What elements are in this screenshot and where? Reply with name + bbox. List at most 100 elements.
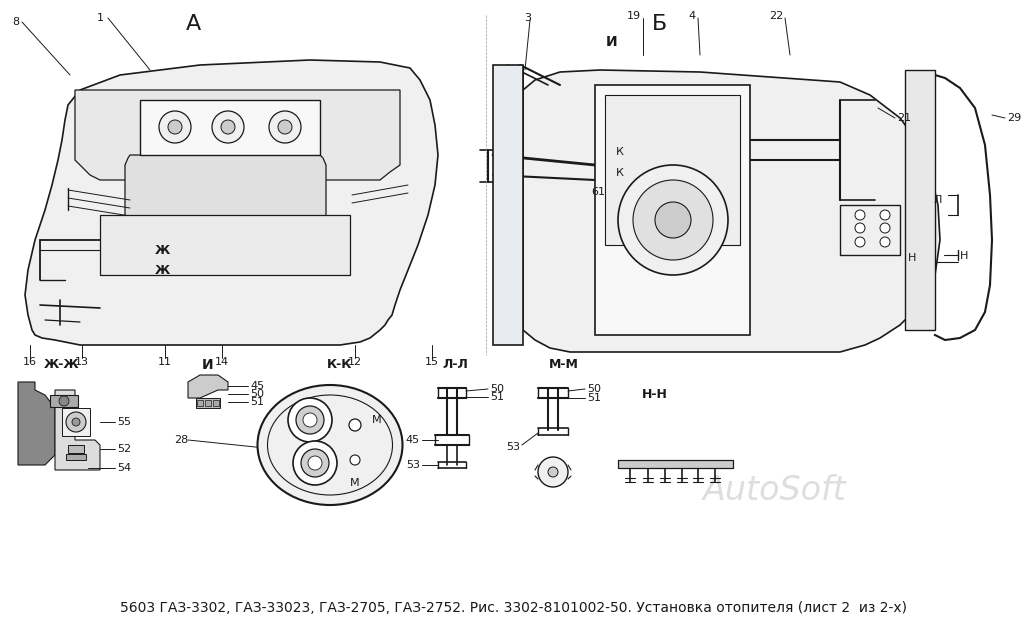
Text: 29: 29: [1007, 113, 1021, 123]
Circle shape: [308, 456, 322, 470]
Bar: [66, 454, 86, 460]
Circle shape: [618, 165, 728, 275]
Circle shape: [303, 413, 317, 427]
Circle shape: [269, 111, 301, 143]
Text: И: И: [607, 35, 618, 49]
Text: 45: 45: [406, 435, 420, 445]
Circle shape: [72, 418, 80, 426]
Bar: [205, 400, 211, 406]
Circle shape: [221, 120, 235, 134]
Circle shape: [348, 419, 361, 431]
Polygon shape: [19, 382, 56, 465]
Polygon shape: [25, 60, 438, 345]
Bar: [196, 398, 220, 408]
Bar: [595, 85, 750, 335]
Text: 45: 45: [250, 381, 264, 391]
Text: 21: 21: [897, 113, 911, 123]
Text: Л: Л: [933, 195, 942, 205]
Bar: [140, 100, 320, 155]
Bar: [840, 205, 900, 255]
Circle shape: [66, 412, 86, 432]
Text: А: А: [185, 14, 200, 34]
Text: 53: 53: [506, 442, 520, 452]
Text: 52: 52: [117, 444, 132, 454]
Text: 22: 22: [769, 11, 783, 21]
Circle shape: [855, 210, 865, 220]
Text: Н-Н: Н-Н: [642, 389, 668, 401]
Bar: [905, 70, 935, 330]
Text: 5603 ГАЗ-3302, ГАЗ-33023, ГАЗ-2705, ГАЗ-2752. Рис. 3302-8101002-50. Установка от: 5603 ГАЗ-3302, ГАЗ-33023, ГАЗ-2705, ГАЗ-…: [120, 601, 908, 615]
Text: 12: 12: [347, 357, 362, 367]
Circle shape: [548, 467, 558, 477]
Bar: [50, 395, 78, 407]
Text: 4: 4: [689, 11, 696, 21]
Circle shape: [633, 180, 713, 260]
Text: 50: 50: [490, 384, 504, 394]
Circle shape: [538, 457, 568, 487]
Circle shape: [212, 111, 244, 143]
Text: 53: 53: [406, 460, 420, 470]
Text: 61: 61: [591, 187, 605, 197]
Polygon shape: [188, 375, 228, 398]
Bar: [68, 445, 84, 453]
Text: Н: Н: [908, 253, 916, 263]
Circle shape: [159, 111, 191, 143]
Text: 11: 11: [158, 357, 172, 367]
Text: 14: 14: [215, 357, 229, 367]
Circle shape: [880, 210, 890, 220]
Text: М: М: [372, 415, 381, 425]
Text: 13: 13: [75, 357, 89, 367]
Text: М-М: М-М: [549, 359, 579, 371]
Text: 55: 55: [117, 417, 131, 427]
Circle shape: [350, 455, 360, 465]
Text: Ж-Ж: Ж-Ж: [44, 359, 80, 371]
Polygon shape: [56, 390, 100, 470]
Text: 50: 50: [250, 389, 264, 399]
Bar: [618, 460, 733, 468]
Text: 51: 51: [250, 397, 264, 407]
Circle shape: [59, 396, 69, 406]
Text: М: М: [351, 478, 360, 488]
Text: Ж: Ж: [154, 264, 170, 277]
Text: К: К: [616, 147, 624, 157]
Bar: [62, 408, 90, 436]
Text: 50: 50: [587, 384, 601, 394]
Text: 54: 54: [117, 463, 132, 473]
Text: 28: 28: [174, 435, 188, 445]
Polygon shape: [523, 65, 940, 352]
Ellipse shape: [257, 385, 403, 505]
Bar: [605, 95, 740, 245]
Circle shape: [168, 120, 182, 134]
Circle shape: [855, 223, 865, 233]
Polygon shape: [75, 90, 400, 180]
Circle shape: [288, 398, 332, 442]
Text: 15: 15: [425, 357, 439, 367]
Bar: [493, 65, 523, 345]
Text: Н: Н: [960, 251, 968, 261]
Circle shape: [880, 237, 890, 247]
Bar: [213, 400, 219, 406]
Circle shape: [655, 202, 691, 238]
Text: К: К: [616, 168, 624, 178]
Text: AutoSoft: AutoSoft: [703, 473, 847, 506]
Text: Ж: Ж: [154, 244, 170, 257]
Text: 1: 1: [97, 13, 104, 23]
Text: 16: 16: [23, 357, 37, 367]
Text: 19: 19: [627, 11, 641, 21]
Text: 51: 51: [587, 393, 601, 403]
Circle shape: [855, 237, 865, 247]
Text: И: И: [203, 358, 214, 372]
Polygon shape: [125, 155, 326, 262]
Circle shape: [880, 223, 890, 233]
Text: 3: 3: [524, 13, 531, 23]
Circle shape: [278, 120, 292, 134]
Bar: [100, 215, 350, 275]
Circle shape: [293, 441, 337, 485]
Circle shape: [296, 406, 324, 434]
Text: Л-Л: Л-Л: [442, 359, 468, 371]
Circle shape: [301, 449, 329, 477]
Bar: [197, 400, 203, 406]
Text: 51: 51: [490, 392, 504, 402]
Text: 8: 8: [12, 17, 19, 27]
Text: К-К: К-К: [327, 359, 353, 371]
